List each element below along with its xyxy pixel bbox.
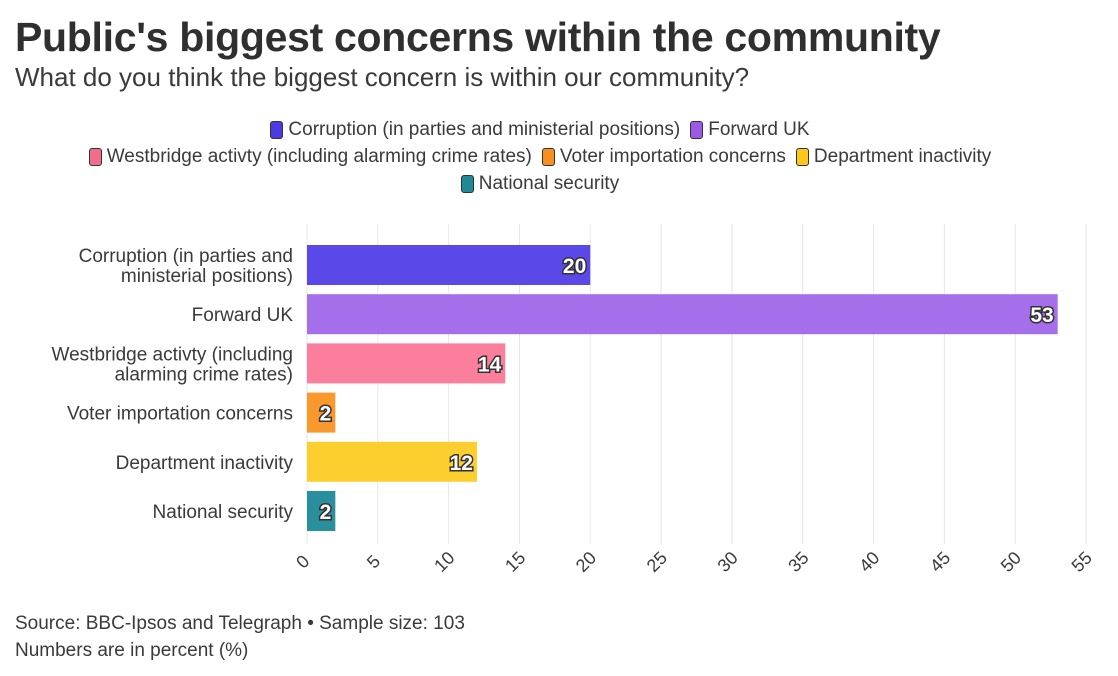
category-label: Westbridge activty (including [52,344,293,365]
data-label: 2 [320,501,332,524]
x-tick-label: 45 [926,548,954,576]
x-tick-label: 20 [572,548,600,576]
legend-swatch [460,174,474,193]
chart-subtitle: What do you think the biggest concern is… [15,62,750,92]
legend-item: Westbridge activty (including alarming c… [88,145,532,168]
footer: Source: BBC-Ipsos and Telegraph • Sample… [15,610,465,664]
legend-row: Corruption (in parties and ministerial p… [0,116,1080,143]
bar [307,392,336,433]
bar [307,441,477,482]
legend-swatch [541,147,555,166]
data-label: 53 [1030,304,1053,327]
bar [307,245,591,285]
legend-label: National security [478,172,620,194]
legend-swatch [88,147,102,166]
x-tick-label: 10 [430,548,458,576]
legend-item: Voter importation concerns [541,145,786,168]
x-tick-label: 30 [714,548,742,576]
legend: Corruption (in parties and ministerial p… [0,116,1080,197]
legend-item: Forward UK [690,118,810,141]
x-tick-label: 50 [997,548,1025,576]
category-label: ministerial positions) [121,266,293,287]
legend-item: Corruption (in parties and ministerial p… [270,119,680,141]
data-label: 2 [320,403,332,426]
bar [307,491,336,531]
legend-item: National security [460,172,620,195]
legend-label: Department inactivity [813,145,992,167]
chart-title: Public's biggest concerns within the com… [15,14,941,60]
data-label: 20 [563,255,586,278]
legend-swatch [270,120,284,139]
units-note: Numbers are in percent (%) [15,640,249,661]
data-label: 14 [478,353,502,376]
legend-row: National security [0,170,1080,197]
category-label: alarming crime rates) [115,364,293,385]
legend-row: Westbridge activty (including alarming c… [0,143,1080,170]
legend-label: Corruption (in parties and ministerial p… [288,118,681,140]
x-tick-label: 25 [643,548,671,576]
legend-label: Voter importation concerns [559,145,786,167]
category-label: Department inactivity [116,453,294,474]
legend-swatch [795,147,809,166]
legend-item: Department inactivity [795,145,992,168]
x-tick-label: 40 [855,548,883,576]
x-tick-label: 15 [501,548,529,576]
bar [307,343,506,384]
legend-label: Westbridge activty (including alarming c… [106,145,532,167]
category-label: Forward UK [192,305,294,326]
x-tick-label: 35 [784,548,812,576]
source-note: Source: BBC-Ipsos and Telegraph • Sample… [15,613,465,634]
x-tick-label: 0 [292,551,313,572]
x-tick-label: 5 [363,551,384,572]
bar [307,294,1058,335]
legend-label: Forward UK [708,118,810,140]
category-label: Corruption (in parties and [79,246,293,267]
x-tick-label: 55 [1068,548,1096,576]
category-label: National security [153,502,294,523]
category-label: Voter importation concerns [67,404,293,425]
legend-swatch [690,120,704,139]
data-label: 12 [450,452,473,475]
